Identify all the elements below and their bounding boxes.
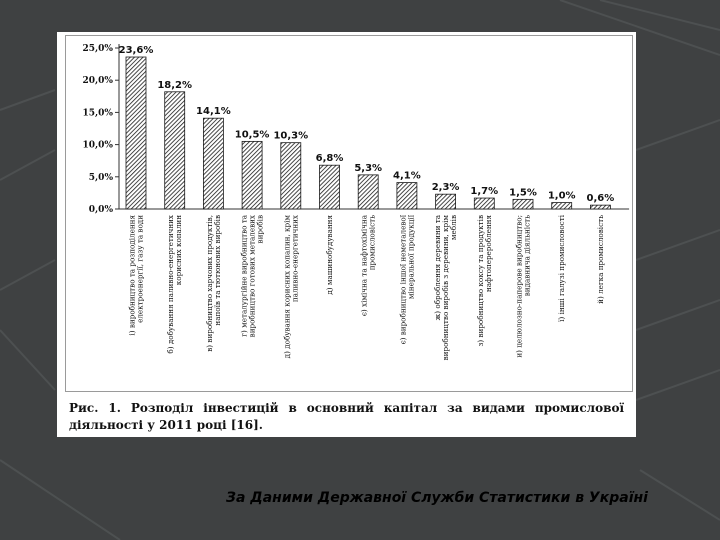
category-label: є) виробництво іншої неметалевоїмінераль… [398, 214, 415, 344]
bar-value-label: 6,8% [316, 153, 344, 164]
figure-caption: Рис. 1. Розподіл інвестицій в основний к… [69, 401, 624, 432]
bar-value-label: 0,6% [587, 193, 615, 204]
chart-frame: 0,0% 5,0% 10,0% 15,0% 20,0% 25,0% 23,6% 18,2% 1… [65, 35, 633, 392]
category-label: з) виробництво коксу та продуктівнафтопе… [476, 215, 493, 347]
category-label: й) легка промисловість [596, 215, 605, 304]
bar-chart: 0,0% 5,0% 10,0% 15,0% 20,0% 25,0% 23,6% 18,2% 1… [83, 44, 630, 360]
bar-value-label: 4,1% [393, 171, 421, 182]
bar-value-label: 23,6% [119, 45, 154, 56]
bar-value-label: 1,0% [548, 191, 576, 202]
y-tick-label: 5,0% [89, 173, 114, 183]
category-label: є) хімічна та нафтохімічнапромисловість [360, 214, 377, 316]
category-label: д) машинобудування [325, 215, 334, 295]
y-tick-label: 0,0% [89, 205, 114, 215]
bar-value-label: 2,3% [432, 182, 460, 193]
bar [125, 56, 147, 210]
category-label: д) добування корисних копалин, крімпалив… [282, 215, 299, 359]
bar [512, 198, 534, 210]
bar-value-label: 5,3% [354, 163, 382, 174]
category-label: і) виробництво та розподіленняелектроене… [128, 215, 145, 336]
bar-value-label: 10,3% [273, 131, 308, 142]
category-label: ж) оброблення деревини тавиробництво вир… [433, 214, 458, 360]
bar [164, 91, 186, 210]
bar [473, 197, 495, 210]
category-label: б) добування паливно-енергетичнихкорисни… [166, 215, 183, 354]
category-label: ї) інші галузі промисловості [557, 214, 566, 321]
bar-value-label: 18,2% [157, 80, 192, 91]
category-label: и) целюлозно-паперове виробництво;видавн… [515, 215, 532, 358]
bar [590, 204, 611, 210]
category-label: в) виробництво харчових продуктів,напоїв… [205, 215, 222, 352]
y-tick-label: 10,0% [83, 141, 114, 151]
y-tick-label: 15,0% [83, 108, 114, 118]
y-tick-label: 20,0% [83, 76, 114, 86]
bar-value-label: 1,5% [509, 187, 537, 198]
bar [280, 142, 302, 210]
bar [241, 140, 263, 210]
y-tick-label: 25,0% [83, 44, 114, 54]
bar [435, 193, 457, 210]
source-note: За Даними Державної Служби Статистики в … [226, 490, 648, 506]
bar [319, 164, 340, 210]
category-label: г) металургійне виробництво тавиробництв… [240, 214, 265, 337]
figure-image: 0,0% 5,0% 10,0% 15,0% 20,0% 25,0% 23,6% 18,2% 1… [57, 32, 636, 437]
bar-value-label: 1,7% [470, 186, 498, 197]
bar [202, 117, 224, 210]
bar [357, 174, 379, 210]
bar [551, 202, 573, 210]
bar-value-label: 14,1% [196, 106, 231, 117]
bar [396, 182, 418, 210]
bar-value-label: 10,5% [235, 129, 270, 140]
